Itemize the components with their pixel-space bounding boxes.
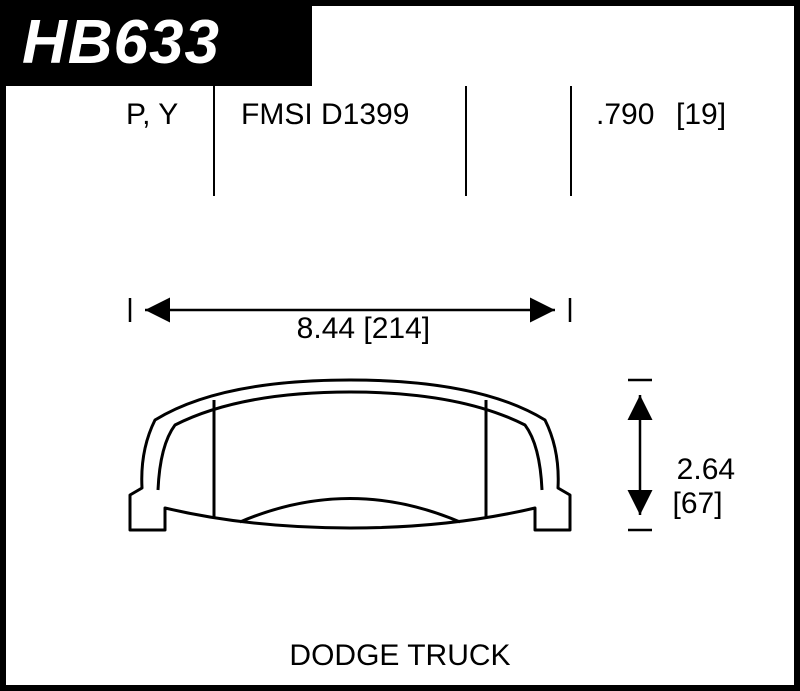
diagram-svg (0, 0, 800, 691)
brake-pad-outline (130, 380, 570, 530)
height-dimension (628, 380, 652, 530)
width-dimension (130, 298, 570, 322)
